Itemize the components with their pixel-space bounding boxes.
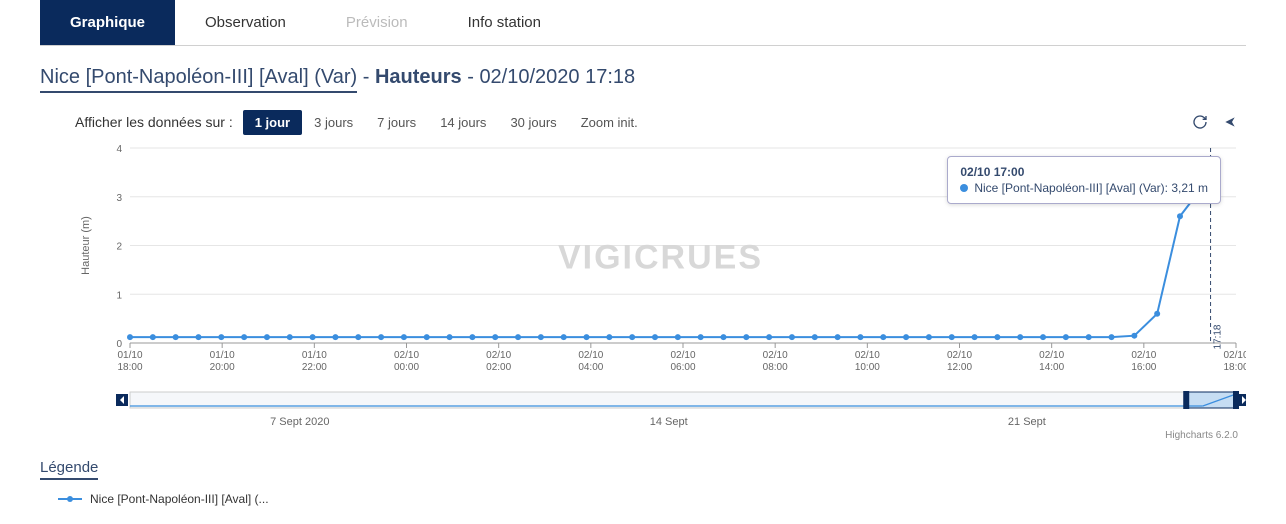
svg-text:02/10: 02/10 — [394, 350, 419, 361]
svg-text:3: 3 — [116, 193, 122, 204]
legend-line-icon — [58, 498, 82, 500]
legend-title: Légende — [40, 459, 98, 480]
navigator-date: 21 Sept — [1008, 416, 1046, 428]
range-btn[interactable]: 30 jours — [498, 110, 568, 135]
svg-text:02/10: 02/10 — [670, 350, 695, 361]
navigator-date: 14 Sept — [650, 416, 688, 428]
chart-credits: Highcharts 6.2.0 — [40, 430, 1246, 441]
svg-text:01/10: 01/10 — [210, 350, 235, 361]
svg-text:02/10: 02/10 — [947, 350, 972, 361]
range-btn[interactable]: 1 jour — [243, 110, 302, 135]
svg-text:Hauteur (m): Hauteur (m) — [80, 216, 92, 275]
tab-graphique[interactable]: Graphique — [40, 0, 175, 45]
range-btn[interactable]: 14 jours — [428, 110, 498, 135]
svg-text:01/10: 01/10 — [302, 350, 327, 361]
svg-text:02:00: 02:00 — [486, 362, 511, 373]
tooltip: 02/10 17:00 Nice [Pont-Napoléon-III] [Av… — [947, 156, 1221, 204]
svg-text:18:00: 18:00 — [1223, 362, 1246, 373]
title-timestamp: 02/10/2020 17:18 — [479, 66, 635, 88]
tab-observation[interactable]: Observation — [175, 0, 316, 45]
svg-text:02/10: 02/10 — [1039, 350, 1064, 361]
svg-text:01/10: 01/10 — [117, 350, 142, 361]
svg-text:02/10: 02/10 — [855, 350, 880, 361]
svg-text:14:00: 14:00 — [1039, 362, 1064, 373]
svg-text:17:18: 17:18 — [1213, 324, 1224, 349]
navigator-date: 7 Sept 2020 — [270, 416, 329, 428]
svg-text:02/10: 02/10 — [1131, 350, 1156, 361]
range-controls: Afficher les données sur : 1 jour3 jours… — [75, 114, 650, 130]
title-station: Nice [Pont-Napoléon-III] [Aval] (Var) — [40, 66, 357, 93]
tooltip-series-label: Nice [Pont-Napoléon-III] [Aval] (Var): 3… — [974, 181, 1208, 195]
tabs: GraphiqueObservationPrévisionInfo statio… — [40, 0, 1246, 46]
chart: VIGICRUES 01234Hauteur (m)01/1018:0001/1… — [75, 138, 1246, 378]
svg-text:16:00: 16:00 — [1131, 362, 1156, 373]
range-btn[interactable]: 3 jours — [302, 110, 365, 135]
share-icon[interactable] — [1222, 114, 1238, 130]
refresh-icon[interactable] — [1192, 114, 1208, 130]
svg-text:06:00: 06:00 — [670, 362, 695, 373]
svg-text:10:00: 10:00 — [855, 362, 880, 373]
svg-text:18:00: 18:00 — [117, 362, 142, 373]
navigator-dates: 7 Sept 2020 14 Sept 21 Sept — [110, 416, 1206, 428]
svg-text:20:00: 20:00 — [210, 362, 235, 373]
svg-text:4: 4 — [116, 144, 122, 155]
svg-text:04:00: 04:00 — [578, 362, 603, 373]
svg-text:08:00: 08:00 — [763, 362, 788, 373]
tab-prévision: Prévision — [316, 0, 438, 45]
legend-label: Nice [Pont-Napoléon-III] [Aval] (... — [90, 492, 269, 506]
svg-text:1: 1 — [116, 290, 122, 301]
svg-text:02/10: 02/10 — [578, 350, 603, 361]
title-measure: Hauteurs — [375, 66, 462, 88]
range-btn[interactable]: 7 jours — [365, 110, 428, 135]
svg-text:12:00: 12:00 — [947, 362, 972, 373]
tooltip-title: 02/10 17:00 — [960, 165, 1208, 179]
range-btn[interactable]: Zoom init. — [569, 110, 650, 135]
tab-info-station[interactable]: Info station — [438, 0, 571, 45]
tooltip-dot-icon — [960, 184, 968, 192]
svg-text:02/10: 02/10 — [1223, 350, 1246, 361]
svg-text:02/10: 02/10 — [763, 350, 788, 361]
svg-text:2: 2 — [116, 242, 122, 253]
page-title: Nice [Pont-Napoléon-III] [Aval] (Var) - … — [40, 66, 1246, 89]
range-label: Afficher les données sur : — [75, 114, 233, 130]
svg-text:00:00: 00:00 — [394, 362, 419, 373]
legend-item[interactable]: Nice [Pont-Napoléon-III] [Aval] (... — [40, 492, 1246, 506]
svg-text:02/10: 02/10 — [486, 350, 511, 361]
navigator[interactable] — [75, 386, 1246, 414]
svg-text:0: 0 — [116, 339, 122, 350]
svg-text:22:00: 22:00 — [302, 362, 327, 373]
